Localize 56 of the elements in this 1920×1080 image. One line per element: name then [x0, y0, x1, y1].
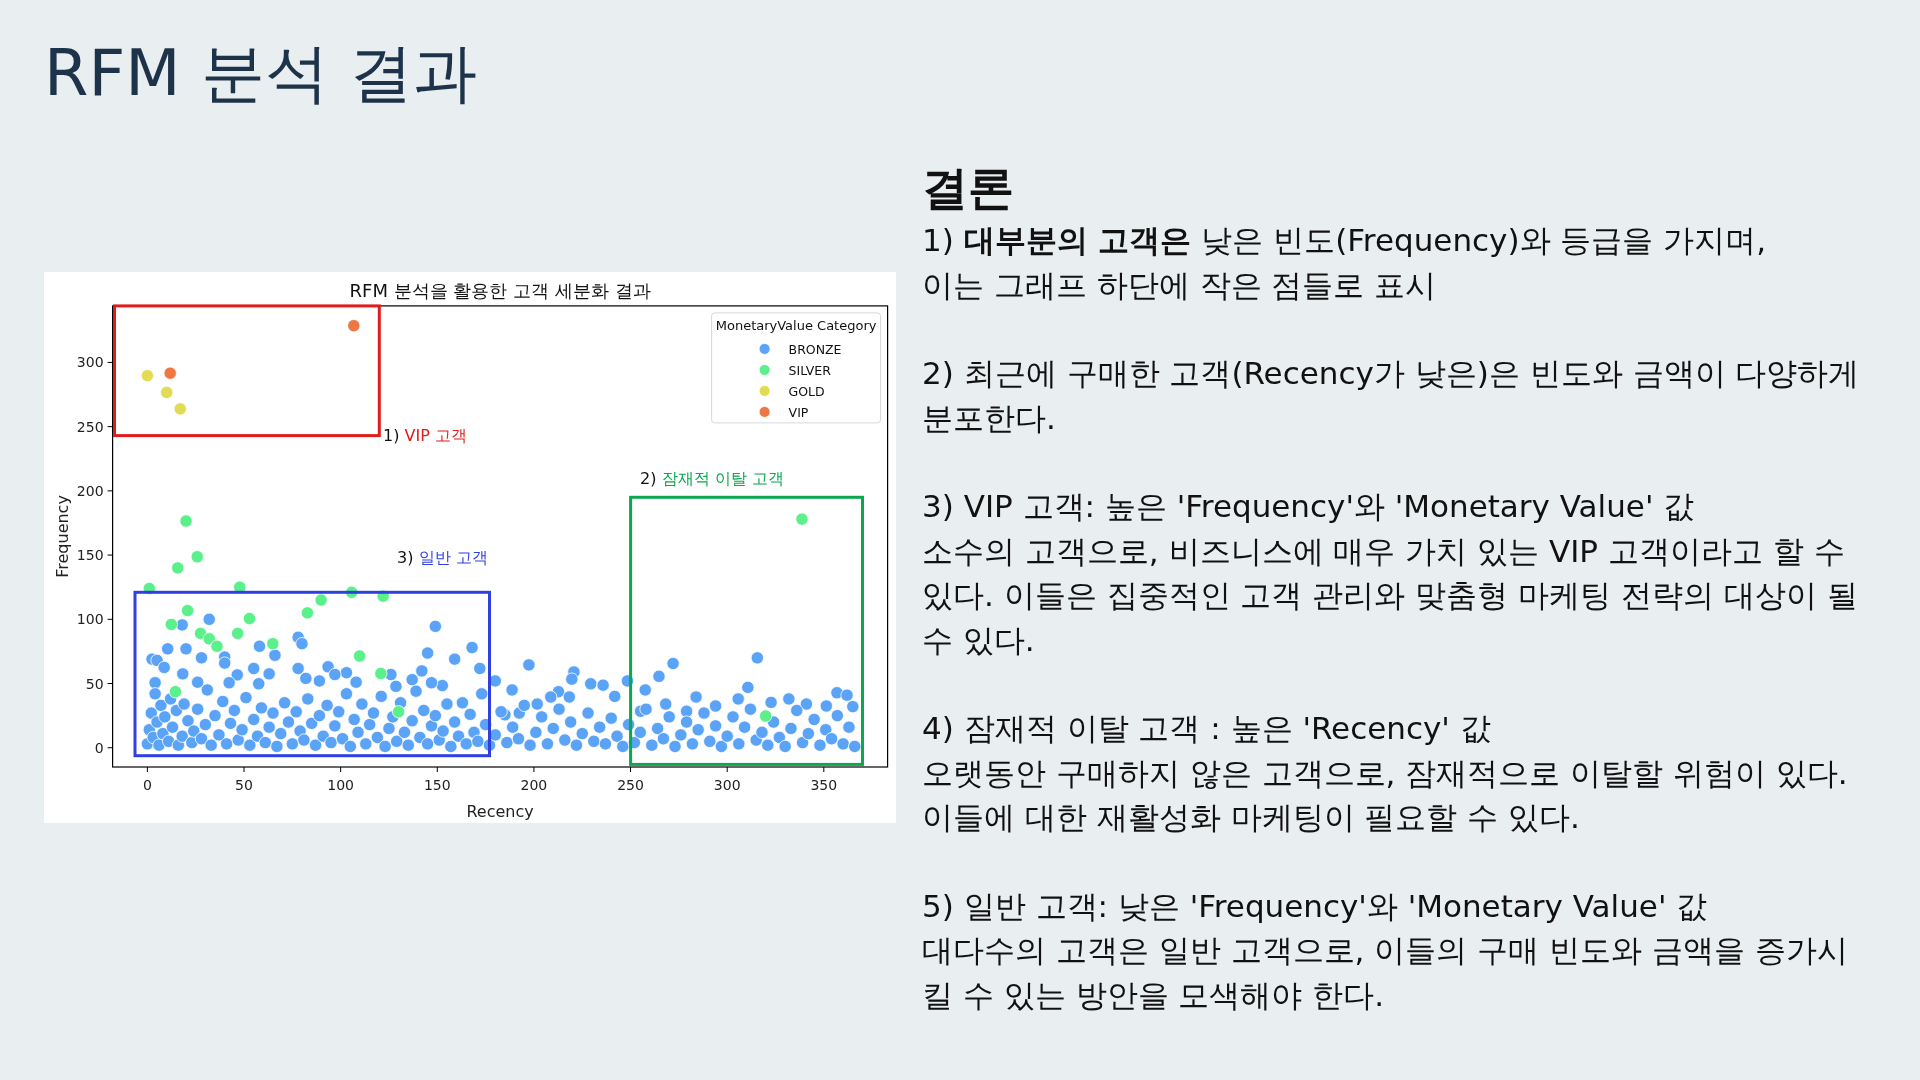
point	[179, 514, 193, 528]
legend-label: SILVER	[788, 362, 832, 378]
annotation: 3) 일반 고객	[397, 548, 488, 567]
point	[173, 402, 187, 416]
text: 1) 대부분의 고객은 낮은 빈도(Frequency)와 등급을 가지며, 이는 그래프 하단에 작은 점들로 표시	[922, 222, 1767, 303]
point	[140, 369, 154, 383]
legend-label: BRONZE	[788, 341, 842, 357]
point	[300, 606, 315, 620]
point	[314, 593, 328, 607]
text: 4) 잠재적 이탈 고객 : 높은 'Recency' 값 오랫동안 구매하지 않은 고객으로, 잠재적으로 이탈할 위험이 있다. 이들에 대한 재활성화 마케팅이 필요할 수 있다.	[922, 710, 1849, 835]
y-tick-label: 200	[76, 482, 104, 499]
x-tick-label: 100	[327, 777, 355, 793]
point	[759, 709, 773, 723]
text: RFM 분석 결과	[44, 36, 478, 110]
y-tick-label: 0	[94, 739, 104, 756]
point	[202, 632, 216, 646]
point	[374, 666, 388, 681]
annotation: 1) VIP 고객	[383, 426, 467, 445]
text: 결론	[922, 161, 1014, 215]
legend-title: MonetaryValue Category	[715, 317, 877, 333]
point	[210, 639, 224, 653]
point	[392, 705, 406, 719]
point	[266, 637, 280, 651]
chart-title: RFM 분석을 활용한 고객 세분화 결과	[349, 280, 651, 301]
x-tick-label: 150	[423, 777, 451, 793]
text: 3) VIP 고객: 높은 'Frequency'와 'Monetary Value' 값 소수의 고객으로, 비즈니스에 매우 가치 있는 VIP 고객이라고 할 수 있다. 이들은 집중적인 고객 관리와 맞춤형 마케팅 전략의 대상이 될 수 있다.	[922, 488, 1859, 658]
y-tick-label: 150	[76, 547, 104, 564]
x-tick-label: 200	[520, 777, 548, 793]
x-axis-title: Recency	[466, 802, 534, 821]
point	[180, 603, 195, 618]
y-tick-label: 250	[76, 418, 104, 435]
y-tick-label: 50	[85, 675, 104, 692]
point	[795, 512, 809, 526]
point	[242, 611, 257, 626]
y-tick-label: 100	[76, 611, 104, 628]
x-tick-label: 300	[713, 777, 741, 793]
x-tick-label: 0	[142, 777, 152, 793]
x-tick-label: 50	[235, 777, 253, 793]
y-tick-label: 300	[76, 354, 104, 371]
annotation: 2) 잠재적 이탈 고객	[640, 469, 784, 488]
point	[171, 561, 185, 575]
point	[168, 685, 183, 699]
x-tick-label: 350	[810, 777, 838, 793]
legend-label: VIP	[788, 404, 809, 420]
point	[353, 649, 367, 663]
y-axis-title: Frequency	[53, 495, 72, 578]
x-tick-label: 250	[617, 777, 644, 793]
point	[164, 617, 178, 632]
text: 5) 일반 고객: 낮은 'Frequency'와 'Monetary Value' 값 대다수의 고객은 일반 고객으로, 이들의 구매 빈도와 금액을 증가시킬 수 있는 방안을 모색해야 한다.	[922, 887, 1848, 1013]
point	[347, 319, 361, 333]
point	[160, 385, 174, 400]
point	[163, 366, 177, 380]
point	[190, 550, 204, 564]
legend-label: GOLD	[788, 383, 825, 399]
text: 2) 최근에 구매한 고객(Recency가 낮은)은 빈도와 금액이 다양하게 분포한다.	[922, 355, 1861, 436]
point	[231, 626, 245, 641]
